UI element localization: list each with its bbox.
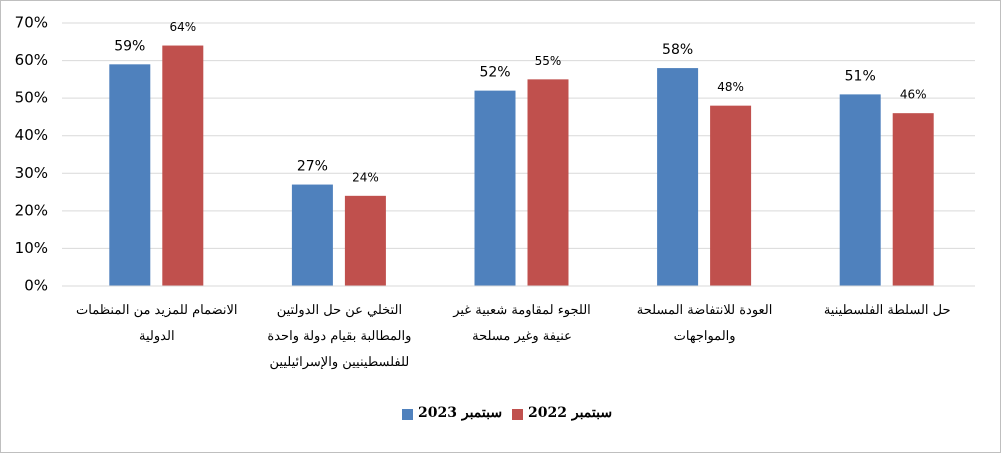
data-label: 52% <box>479 65 510 81</box>
legend-label: سبتمبر 2022 <box>528 405 613 421</box>
legend-swatch <box>512 409 523 420</box>
bar <box>344 195 386 286</box>
y-tick-label: 60% <box>15 51 48 69</box>
y-tick-label: 30% <box>15 164 48 182</box>
bar <box>892 113 934 287</box>
data-label: 24% <box>352 170 379 184</box>
bar <box>839 94 881 286</box>
data-label: 64% <box>169 20 196 34</box>
y-tick-label: 0% <box>24 277 48 295</box>
data-label: 27% <box>297 159 328 175</box>
data-label: 58% <box>662 42 693 58</box>
bar <box>657 68 699 286</box>
bar <box>474 90 516 286</box>
x-tick-label: حل السلطة الفلسطينية <box>823 303 951 318</box>
data-label: 46% <box>900 88 927 102</box>
data-label: 59% <box>114 38 145 54</box>
data-label: 51% <box>845 68 876 84</box>
legend-label: سبتمبر 2023 <box>418 405 503 421</box>
y-tick-label: 40% <box>15 126 48 144</box>
data-label: 48% <box>717 80 744 94</box>
bar <box>291 184 333 286</box>
x-tick-label: اللجوء لمقاومة شعبية غير عنيفة وغير مسلح… <box>453 303 591 344</box>
bar <box>527 79 569 286</box>
y-tick-label: 70% <box>15 14 48 32</box>
x-tick-label: الانضمام للمزيد من المنظمات الدولية <box>76 303 238 344</box>
bar <box>109 64 151 286</box>
x-tick-label: التخلي عن حل الدولتين والمطالبة بقيام دو… <box>267 303 412 370</box>
y-tick-label: 50% <box>15 89 48 107</box>
bar <box>710 105 752 287</box>
y-tick-label: 20% <box>15 201 48 219</box>
x-tick-label: العودة للانتفاضة المسلحة والمواجهات <box>636 303 773 344</box>
bar <box>162 45 204 286</box>
y-tick-label: 10% <box>15 239 48 257</box>
legend-swatch <box>402 409 413 420</box>
data-label: 55% <box>535 54 562 68</box>
